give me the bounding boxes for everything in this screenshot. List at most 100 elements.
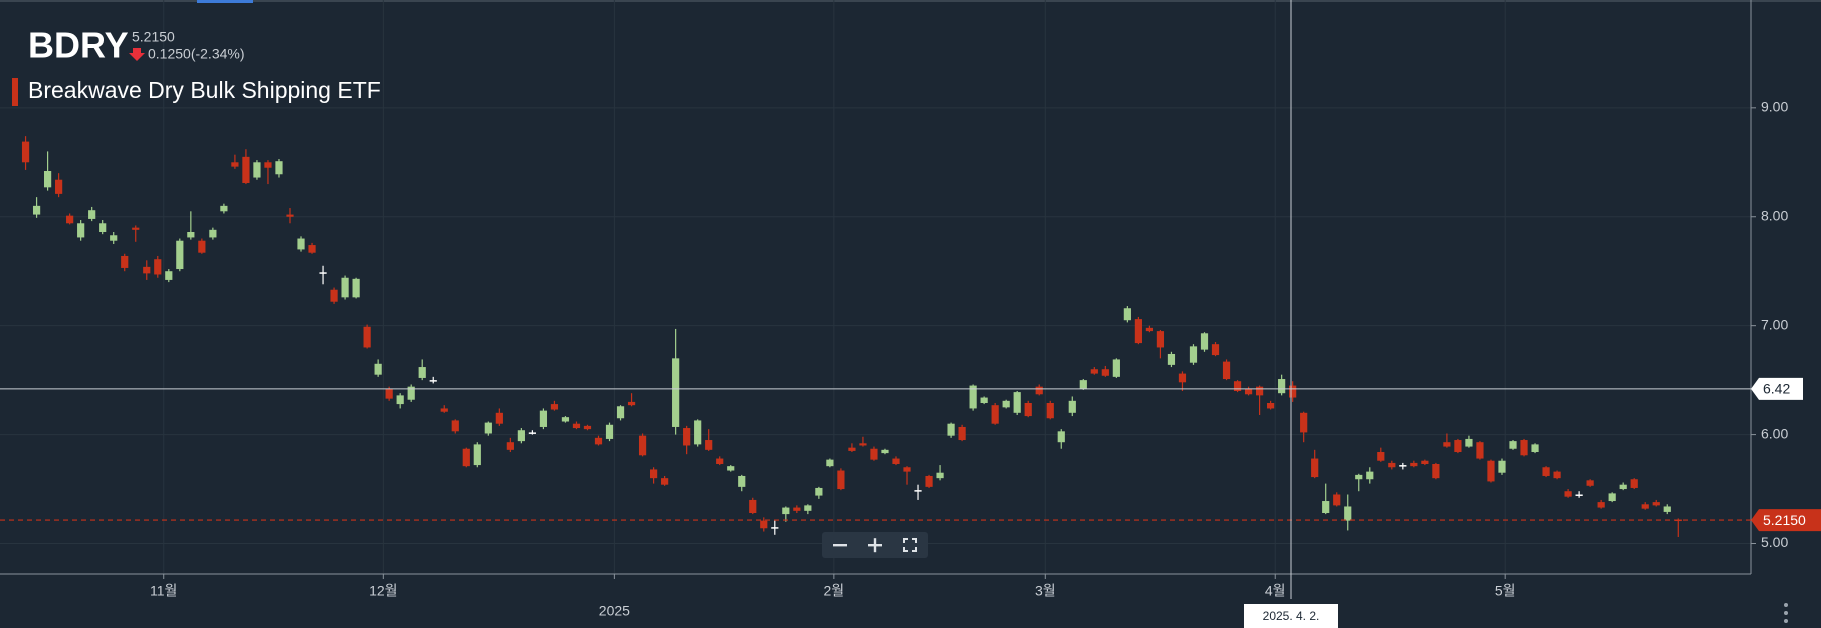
candle-body [649,469,658,479]
candle-body [925,475,933,487]
candle-body [143,266,151,274]
candle-body [694,420,702,445]
candle-body [1101,369,1109,376]
candle-body [21,141,30,163]
candle-body [297,238,305,250]
candle-body [330,289,338,302]
candle-body [539,410,548,427]
candle-body [1663,506,1671,512]
candle-body [760,520,768,529]
candle-body [1465,438,1473,447]
menu-button[interactable] [1776,600,1796,626]
candle-body [1267,402,1275,409]
candle-body [705,440,713,450]
tab-indicator [197,0,253,3]
zoom-out-icon [833,544,847,547]
candle-body [1498,460,1506,473]
candle-body [1586,480,1594,486]
candle-body [958,426,966,441]
candle-body [1300,412,1308,433]
candle-body [374,363,382,375]
candle-body [594,437,603,445]
candle-body [1355,474,1363,480]
candle-body [451,420,459,432]
candle-body [1454,440,1462,453]
zoom-out-button[interactable] [828,534,852,556]
candle-body [1189,346,1198,363]
candle-body [1068,400,1076,413]
candle-body [1035,386,1043,395]
candle-body [264,162,272,168]
candle-body [1377,452,1385,461]
top-border [0,0,1821,2]
last-price-tag [1751,509,1821,532]
candle-body [1641,504,1649,509]
candle-body [1630,479,1638,488]
fullscreen-button[interactable] [898,534,922,556]
y-tick-label: 9.00 [1761,99,1788,115]
menu-dot [1784,619,1788,623]
grid: 5.00 6.00 7.00 8.00 9.00 11월 12월 2월 3월 4월 5월 2025 [0,0,1788,619]
candle-body [683,428,691,446]
legend-swatch [12,78,18,106]
candle-body [1520,440,1528,456]
candle-body [716,458,724,464]
crosshair-date-box [1244,604,1338,628]
candle-body [638,435,647,456]
candle-body [429,380,437,382]
crosshair-value-label: 6.42 [1763,381,1790,397]
x-tick-label: 12월 [369,583,397,599]
candle-body [1487,460,1495,482]
candle-body [88,210,96,219]
candle-body [209,229,217,238]
candle-body [55,179,63,194]
candle-body [1443,442,1451,447]
crosshair-date-label: 2025. 4. 2. [1263,609,1320,623]
x-tick-label: 3월 [1035,583,1056,599]
candle-body [495,412,503,424]
candle-body [583,425,592,430]
candle-body [1531,444,1539,453]
candle-body [1013,392,1021,413]
candle-body [121,255,129,268]
candle-body [528,432,536,434]
candle-body [848,447,856,451]
candles [21,136,1682,537]
candle-body [418,367,426,378]
menu-dot [1784,611,1788,615]
candle-body [793,507,801,511]
candle-body [462,448,470,467]
candle-body [1542,467,1550,476]
candle-body [1597,502,1605,508]
zoom-in-v [873,538,877,553]
candle-body [969,385,977,409]
candle-body [1652,502,1660,506]
candle-body [99,223,107,232]
candle-body [661,478,669,485]
candle-body [1233,381,1242,392]
candle-body [782,507,790,515]
candle-body [572,423,581,429]
last-price-label: 5.2150 [1763,512,1806,528]
candle-body [1421,460,1429,464]
candle-body [506,442,514,450]
candle-body [1509,441,1517,449]
candle-body [77,223,85,238]
candle-body [1333,494,1341,506]
candle-body [892,458,900,464]
candle-body [43,171,52,188]
candle-body [319,272,327,274]
candle-body [1079,380,1087,389]
candle-body [947,423,955,436]
candle-body [231,162,239,167]
candle-body [396,395,404,405]
candle-body [1344,506,1352,521]
candle-body [804,505,812,511]
candle-body [738,475,746,487]
candle-body [517,430,525,442]
candle-body [440,408,448,412]
candle-body [1322,501,1330,514]
zoom-in-button[interactable] [863,534,887,556]
fullscreen-hit[interactable] [898,534,922,556]
